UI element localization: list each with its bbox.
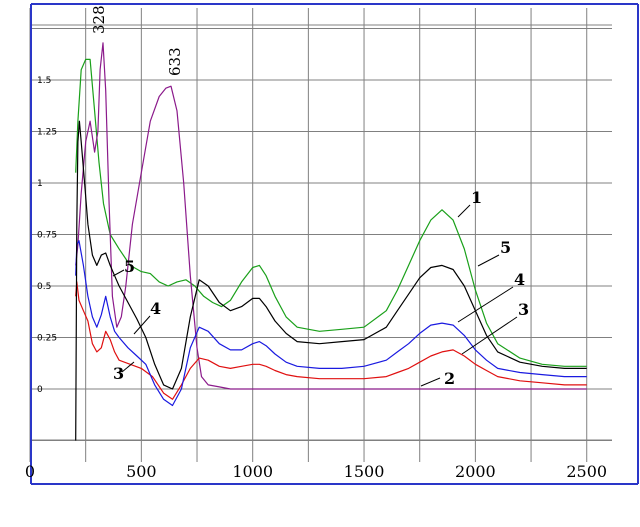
curve-label-leader <box>457 286 514 323</box>
curve-label: 5 <box>500 238 511 257</box>
y-tick-label: 1.5 <box>37 76 51 86</box>
curve-label: 5 <box>124 257 135 276</box>
x-tick-label: 2500 <box>566 462 607 481</box>
y-tick-label: 0.75 <box>37 231 57 241</box>
series-line-2 <box>75 42 587 390</box>
grid <box>29 8 612 462</box>
x-tick-label: 1500 <box>344 462 385 481</box>
y-tick-label: 0.25 <box>37 334 57 344</box>
series-line-4 <box>75 240 587 407</box>
curve-label-leader <box>121 361 135 373</box>
x-axis-ticks: 0 500 1000 1500 2000 2500 <box>25 462 607 481</box>
x-tick-label: 2000 <box>455 462 496 481</box>
y-tick-label: 1 <box>37 179 43 189</box>
peak-label: 633 <box>166 47 184 76</box>
curve-label-leader <box>457 204 471 218</box>
series-line-1 <box>75 58 587 367</box>
curve-label-leader <box>420 377 441 387</box>
curve-label: 4 <box>150 299 161 318</box>
series-line-5 <box>75 120 587 441</box>
series-lines <box>75 42 587 441</box>
y-axis-ticks: 1.5 1.25 1 0.75 0.5 0.25 0 <box>37 76 57 395</box>
curve-label: 2 <box>444 369 455 388</box>
curve-label: 3 <box>518 300 529 319</box>
y-tick-label: 0.5 <box>37 282 51 292</box>
y-tick-label: 1.25 <box>37 128 57 138</box>
plot-frame <box>30 3 639 485</box>
y-tick-label: 0 <box>37 385 43 395</box>
x-tick-label: 1000 <box>232 462 273 481</box>
x-tick-label: 0 <box>25 462 35 481</box>
x-tick-label: 500 <box>126 462 157 481</box>
curve-label: 3 <box>113 364 124 383</box>
series-line-3 <box>75 281 587 400</box>
curve-label: 4 <box>514 270 525 289</box>
curve-label-leader <box>112 269 125 277</box>
curve-label-leader <box>461 316 518 355</box>
curve-label-leader <box>133 315 151 335</box>
peak-label: 328 <box>90 5 108 34</box>
curve-label: 1 <box>471 188 482 207</box>
curve-label-leader <box>477 254 500 267</box>
